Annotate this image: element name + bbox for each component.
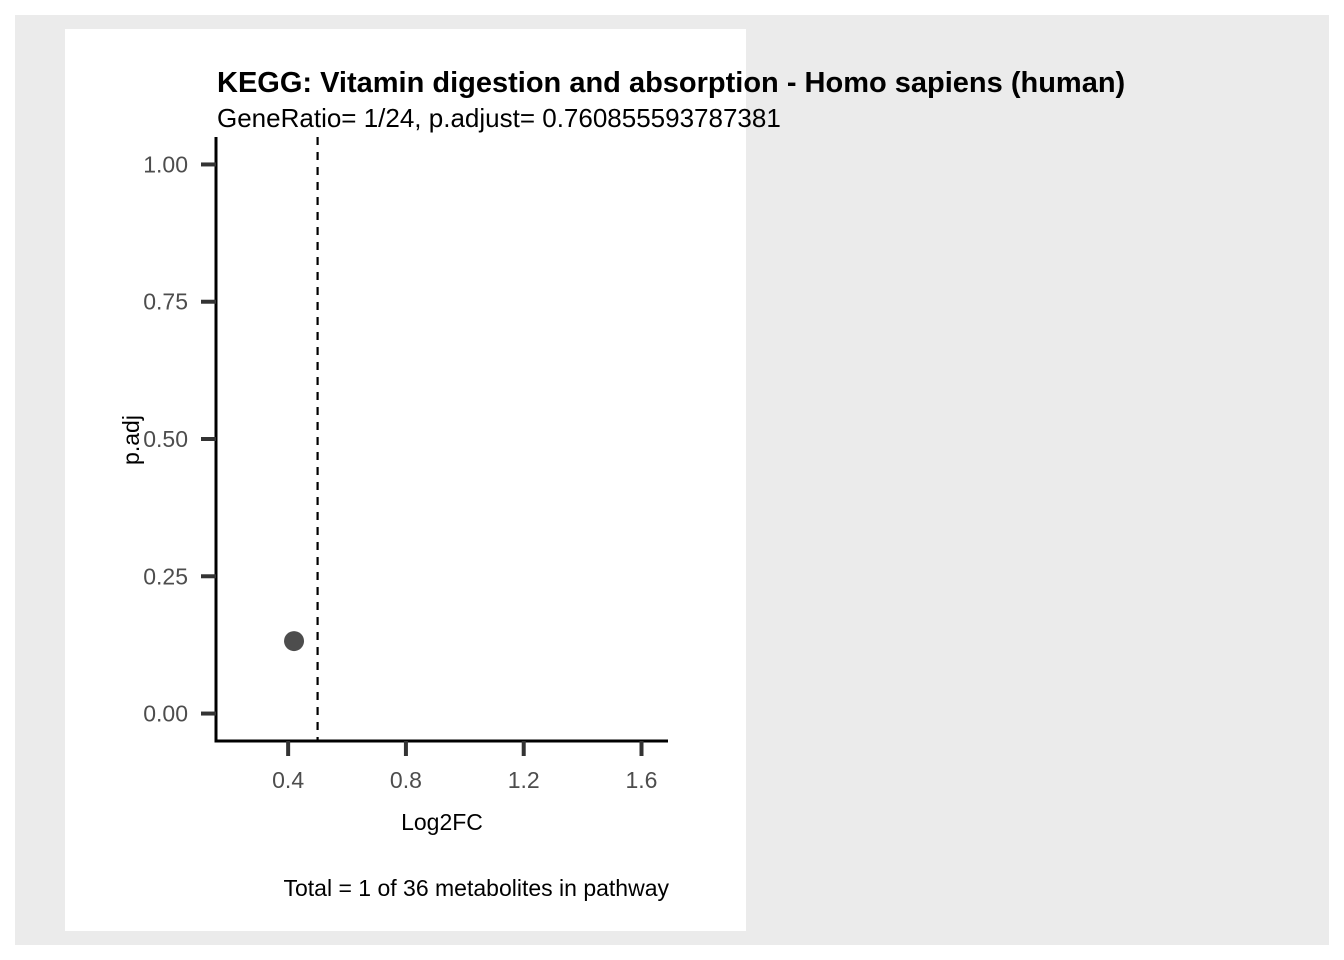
x-tick-label: 0.8 <box>390 767 422 793</box>
x-tick-label: 1.2 <box>508 767 540 793</box>
y-tick-label: 0.25 <box>143 563 188 589</box>
chart-caption: Total = 1 of 36 metabolites in pathway <box>284 875 670 901</box>
y-axis-ticks: 0.00 0.25 0.50 0.75 1.00 <box>143 151 216 727</box>
chart-subtitle: GeneRatio= 1/24, p.adjust= 0.76085559378… <box>217 103 781 133</box>
chart-title: KEGG: Vitamin digestion and absorption -… <box>217 67 1125 99</box>
plot-background <box>65 29 746 931</box>
y-tick-label: 0.00 <box>143 701 188 727</box>
y-tick-label: 1.00 <box>143 151 188 177</box>
x-axis-title: Log2FC <box>401 809 483 835</box>
x-tick-label: 1.6 <box>626 767 658 793</box>
x-tick-label: 0.4 <box>272 767 304 793</box>
y-tick-label: 0.75 <box>143 289 188 315</box>
data-point <box>284 631 305 652</box>
y-axis-title: p.adj <box>118 415 144 465</box>
x-axis-ticks: 0.4 0.8 1.2 1.6 <box>272 741 657 793</box>
y-tick-label: 0.50 <box>143 426 188 452</box>
data-points <box>284 631 305 652</box>
